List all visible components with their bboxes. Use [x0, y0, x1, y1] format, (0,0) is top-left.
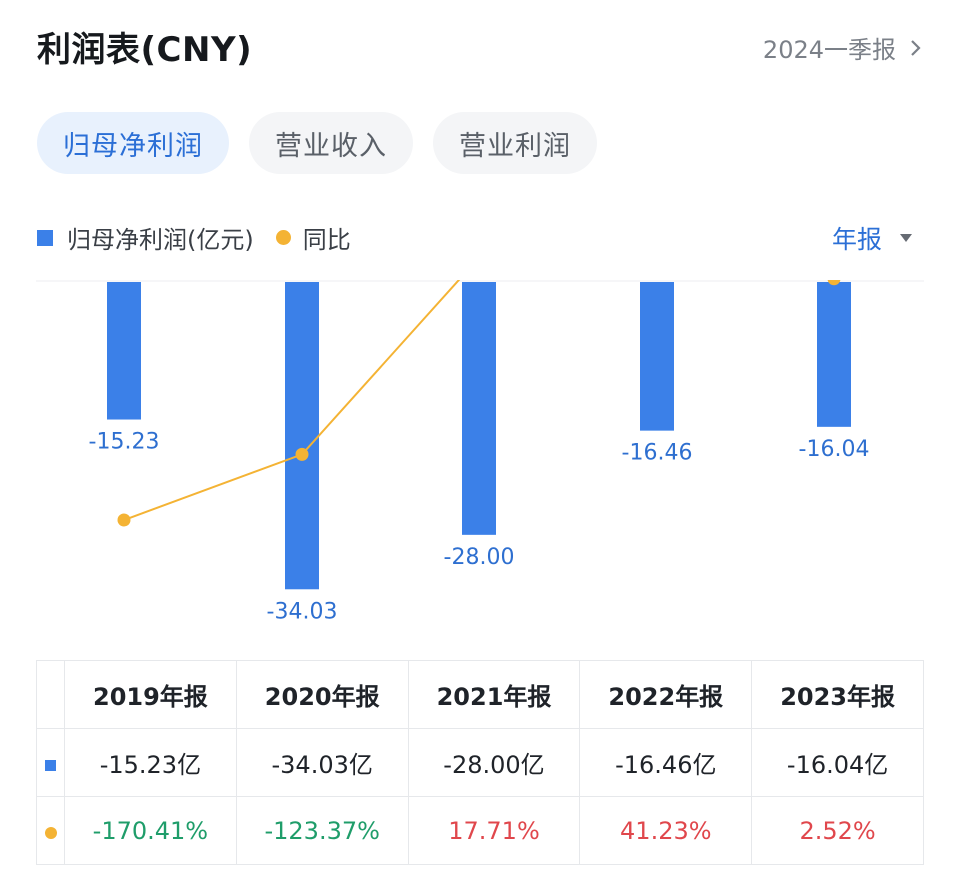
- chart-legend: 归母净利润(亿元) 同比: [37, 220, 351, 255]
- tab-revenue[interactable]: 营业收入: [249, 112, 413, 174]
- yoy-point: [295, 447, 309, 461]
- table-cell: -16.04亿: [751, 728, 924, 797]
- table-cell: -28.00亿: [407, 728, 581, 797]
- table-corner: [36, 660, 65, 729]
- bar-value-label: -15.23: [89, 430, 160, 455]
- bar: [285, 282, 319, 590]
- bar-value-label: -16.04: [799, 437, 870, 462]
- bar-value-label: -34.03: [267, 599, 338, 624]
- bar-legend-label: 归母净利润(亿元): [67, 226, 254, 254]
- table-row-yoy: -170.41% -123.37% 17.71% 41.23% 2.52%: [36, 796, 924, 865]
- page-title: 利润表(CNY): [37, 30, 253, 70]
- table-cell: 17.71%: [407, 796, 581, 865]
- caret-down-icon: [900, 234, 912, 242]
- tab-operating-profit[interactable]: 营业利润: [433, 112, 597, 174]
- line-legend-marker: [275, 230, 291, 245]
- bar-value-label: -28.00: [444, 545, 515, 570]
- table-header-cell: 2022年报: [579, 660, 753, 729]
- period-label: 2024一季报: [762, 36, 896, 64]
- bar: [640, 282, 674, 431]
- data-table: 2019年报 2020年报 2021年报 2022年报 2023年报 -15.2…: [36, 660, 924, 865]
- chevron-right-icon: [911, 39, 921, 56]
- table-cell: -16.46亿: [579, 728, 753, 797]
- bar-series-marker: [45, 759, 56, 771]
- table-cell: -170.41%: [64, 796, 237, 865]
- line-legend-label: 同比: [302, 226, 351, 254]
- table-cell: 2.52%: [751, 796, 924, 865]
- table-cell: -34.03亿: [235, 728, 409, 797]
- tab-net-profit[interactable]: 归母净利润: [37, 112, 229, 174]
- line-series-marker: [44, 826, 57, 839]
- report-type-dropdown[interactable]: 年报: [832, 220, 912, 256]
- header: 利润表(CNY) 2024一季报: [0, 0, 960, 92]
- table-row-profit: -15.23亿 -34.03亿 -28.00亿 -16.46亿 -16.04亿: [36, 728, 924, 797]
- table-header-row: 2019年报 2020年报 2021年报 2022年报 2023年报: [36, 660, 924, 729]
- period-selector[interactable]: 2024一季报: [763, 30, 926, 65]
- table-header-cell: 2019年报: [64, 660, 237, 729]
- yoy-line: [123, 280, 461, 521]
- row-marker: [36, 728, 65, 797]
- bar: [107, 282, 141, 420]
- table-cell: 41.23%: [579, 796, 753, 865]
- table-header-cell: 2021年报: [407, 660, 581, 729]
- bar-value-label: -16.46: [622, 441, 693, 466]
- metric-tabs: 归母净利润 营业收入 营业利润: [37, 112, 597, 174]
- bar: [817, 282, 851, 427]
- yoy-point: [827, 280, 841, 286]
- table-header-cell: 2020年报: [235, 660, 409, 729]
- table-cell: -15.23亿: [64, 728, 237, 797]
- table-header-cell: 2023年报: [751, 660, 924, 729]
- bar-legend-marker: [37, 229, 53, 246]
- yoy-point: [117, 513, 131, 527]
- table-cell: -123.37%: [235, 796, 409, 865]
- net-profit-chart: -15.23 -34.03 -28.00 -16.46 -16.04: [36, 280, 924, 624]
- report-type-label: 年报: [831, 225, 882, 254]
- row-marker: [36, 796, 65, 865]
- bar: [462, 282, 496, 535]
